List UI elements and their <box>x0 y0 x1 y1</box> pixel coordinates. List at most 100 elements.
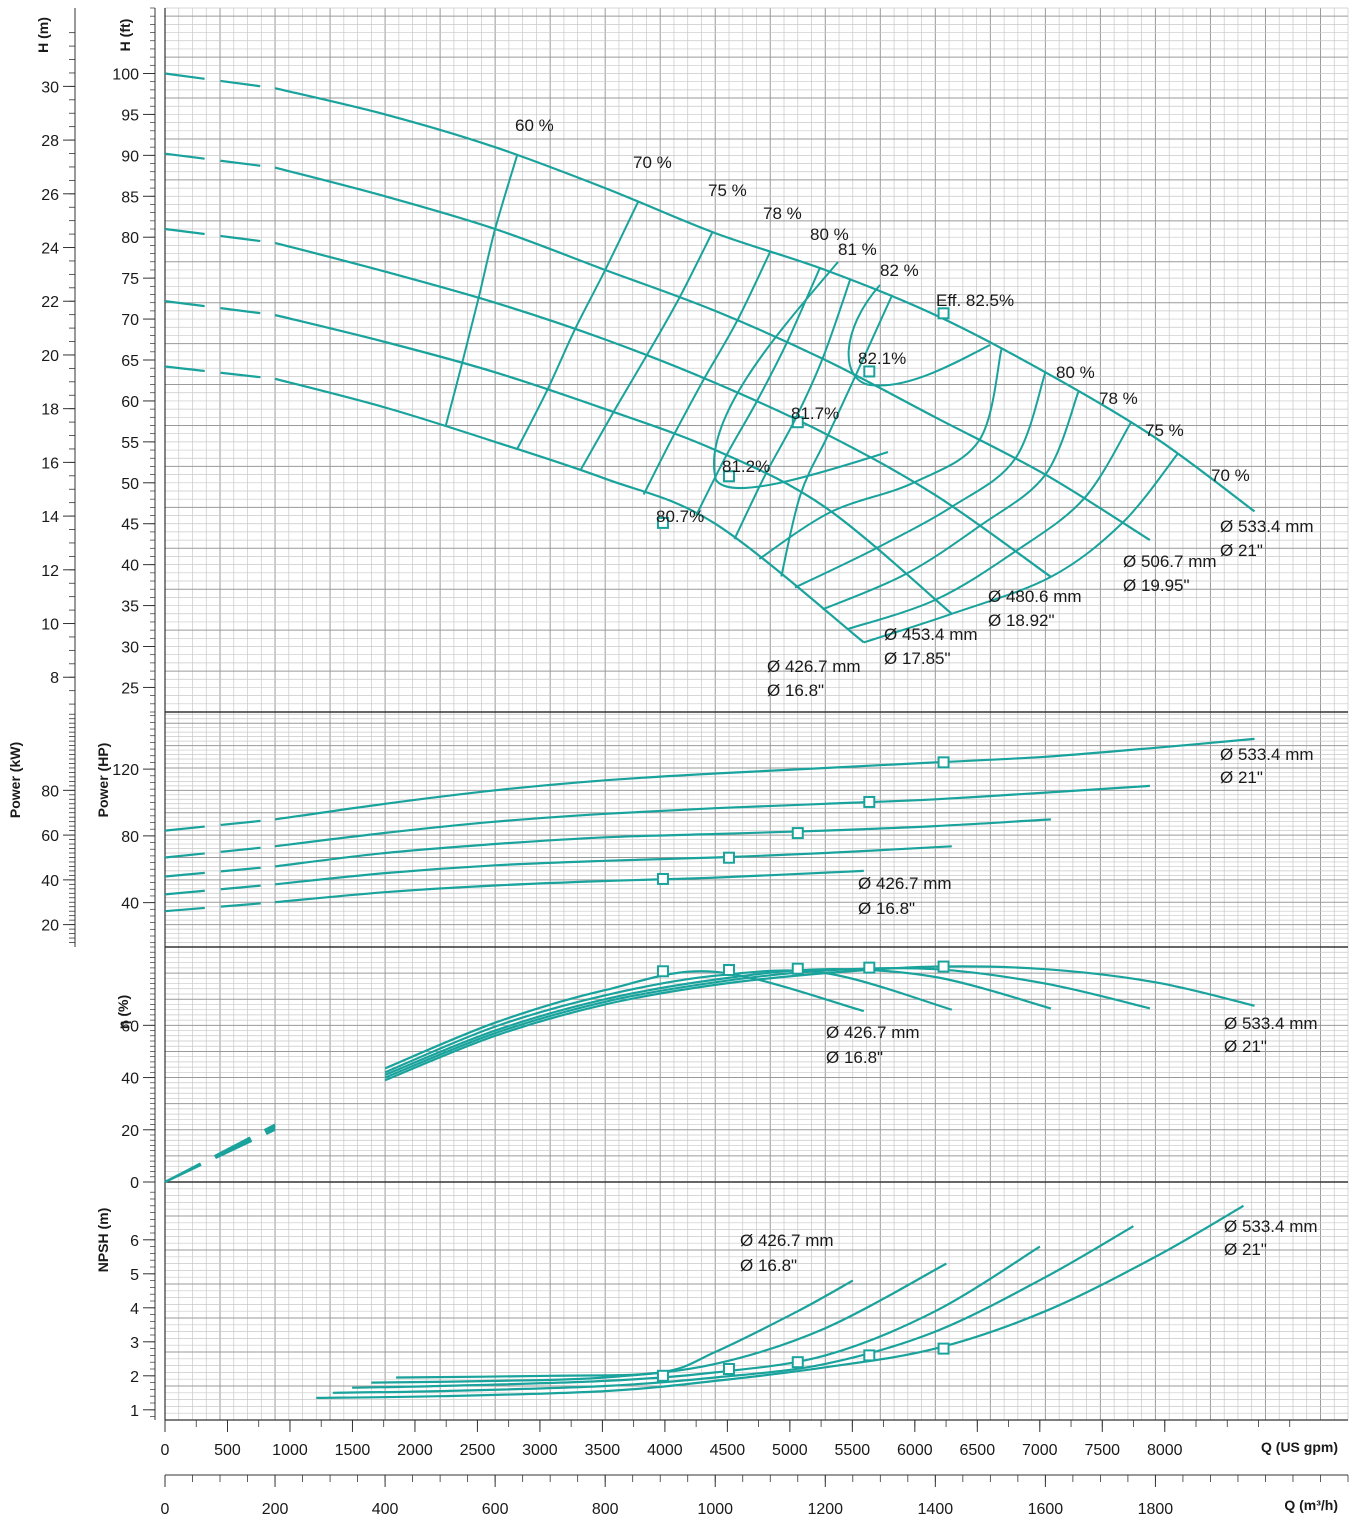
npsh-bep-marker <box>863 1349 876 1362</box>
iso-efficiency-line <box>695 267 821 517</box>
head-curve-506-7-mm-dashed <box>164 152 276 169</box>
head-ft-tick-label: 65 <box>121 353 139 370</box>
x-m3h-tick-label: 1800 <box>1138 1501 1174 1518</box>
x-gpm-tick-label: 1500 <box>335 1442 371 1459</box>
iso-efficiency-line <box>579 231 714 471</box>
eff-bep-marker <box>937 960 950 973</box>
head-diameter-label: Ø 18.92" <box>988 611 1055 630</box>
x-m3h-tick-label: 0 <box>161 1501 170 1518</box>
npsh-tick-label: 4 <box>130 1301 139 1318</box>
head-ft-tick-label: 85 <box>121 189 139 206</box>
npsh-tick-label: 2 <box>130 1369 139 1386</box>
power-curve-480-6-mm-dashed <box>164 865 276 878</box>
head-m-tick-label: 20 <box>41 348 59 365</box>
x-m3h-tick-label: 1400 <box>918 1501 954 1518</box>
power-hp-tick-label: 40 <box>121 896 139 913</box>
npsh-tick-label: 6 <box>130 1233 139 1250</box>
eff-curve-506-7-mm <box>384 966 1151 1079</box>
x-m3h-tick-label: 1600 <box>1028 1501 1064 1518</box>
iso-efficiency-line-right <box>846 422 1132 631</box>
head-m-tick-label: 30 <box>41 79 59 96</box>
npsh-bep-marker <box>937 1342 950 1355</box>
power-kw-tick-label: 60 <box>41 828 59 845</box>
labels: 60 %70 %75 %78 %80 %81 %82 %Eff. 82.5%80… <box>515 116 1318 1275</box>
npsh-diameter-label: Ø 21" <box>1224 1240 1267 1259</box>
x-gpm-tick-label: 6000 <box>897 1442 933 1459</box>
bep-label: 82.1% <box>858 349 906 368</box>
x-m3h-tick-label: 400 <box>372 1501 399 1518</box>
power-hp-tick-label: 80 <box>121 829 139 846</box>
power-bep-marker <box>863 795 876 808</box>
x-gpm-tick-label: 7000 <box>1022 1442 1058 1459</box>
x-gpm-tick-label: 3000 <box>522 1442 558 1459</box>
efficiency-label: 70 % <box>633 153 672 172</box>
head-diameter-label: Ø 19.95" <box>1123 576 1190 595</box>
head-curve-453-4-mm-dashed <box>164 300 276 317</box>
x-gpm-tick-label: 8000 <box>1147 1442 1183 1459</box>
eff-diameter-label: Ø 533.4 mm <box>1224 1014 1318 1033</box>
eff-curve-480-6-mm <box>384 968 1052 1076</box>
power-bep-marker <box>937 756 950 769</box>
head-curve-533-4-mm-dashed <box>164 72 276 90</box>
head-ft-tick-label: 30 <box>121 640 139 657</box>
power-kw-tick-label: 20 <box>41 918 59 935</box>
head-curve-480-6-mm-dashed <box>164 227 276 244</box>
x-gpm-tick-label: 2000 <box>397 1442 433 1459</box>
x-m3h-tick-label: 1200 <box>807 1501 843 1518</box>
efficiency-label: 80 % <box>1056 363 1095 382</box>
x-gpm-tick-label: 5500 <box>835 1442 871 1459</box>
power-curve-453-4-mm-dashed <box>164 883 276 896</box>
bep-label: 80.7% <box>656 507 704 526</box>
power-diameter-label: Ø 533.4 mm <box>1220 745 1314 764</box>
head-ft-tick-label: 95 <box>121 107 139 124</box>
x-gpm-tick-label: 0 <box>161 1442 170 1459</box>
x-gpm-tick-label: 5000 <box>772 1442 808 1459</box>
power-diameter-label: Ø 426.7 mm <box>858 874 952 893</box>
head-m-tick-label: 10 <box>41 617 59 634</box>
x-gpm-tick-label: 4000 <box>647 1442 683 1459</box>
head-bep-marker <box>722 470 735 483</box>
iso-efficiency-line-right <box>794 371 1047 589</box>
head-diameter-label: Ø 453.4 mm <box>884 625 978 644</box>
grid <box>164 7 1349 1421</box>
power-curve-533-4-mm-dashed <box>164 818 276 832</box>
eff-axis-title: η (%) <box>115 995 131 1029</box>
head-m-axis-title: H (m) <box>35 17 51 53</box>
npsh-diameter-label: Ø 426.7 mm <box>740 1231 834 1250</box>
x-gpm-tick-label: 2500 <box>460 1442 496 1459</box>
eff-diameter-label: Ø 426.7 mm <box>826 1023 920 1042</box>
power-hp-axis-title: Power (HP) <box>95 743 111 818</box>
head-diameter-label: Ø 480.6 mm <box>988 587 1082 606</box>
npsh-curve-480-6-mm <box>352 1245 1041 1389</box>
eff-curve-426-7-mm-dashed <box>164 1123 276 1183</box>
efficiency-label: 82 % <box>880 261 919 280</box>
axes: 8101214161820222426283025303540455055606… <box>7 7 1349 1518</box>
head-m-tick-label: 12 <box>41 563 59 580</box>
power-bep-marker <box>791 827 804 840</box>
power-curve-506-7-mm <box>274 784 1150 848</box>
eff-bep-marker <box>722 963 735 976</box>
efficiency-label: Eff. 82.5% <box>936 291 1014 310</box>
power-curve-480-6-mm <box>274 818 1051 868</box>
efficiency-label: 75 % <box>708 181 747 200</box>
npsh-curve-506-7-mm <box>332 1225 1134 1394</box>
npsh-curve-533-4-mm <box>316 1204 1245 1399</box>
efficiency-label: 70 % <box>1211 466 1250 485</box>
head-ft-tick-label: 45 <box>121 517 139 534</box>
eff-tick-label: 60 <box>121 1018 139 1035</box>
npsh-bep-marker <box>722 1363 735 1375</box>
x-gpm-tick-label: 4500 <box>710 1442 746 1459</box>
eff-diameter-label: Ø 16.8" <box>826 1048 883 1067</box>
power-curve-453-4-mm <box>274 845 952 886</box>
head-m-tick-label: 24 <box>41 241 59 258</box>
head-diameter-label: Ø 16.8" <box>767 681 824 700</box>
head-m-tick-label: 18 <box>41 402 59 419</box>
head-diameter-label: Ø 21" <box>1220 541 1263 560</box>
head-diameter-label: Ø 426.7 mm <box>767 657 861 676</box>
power-kw-tick-label: 80 <box>41 783 59 800</box>
head-ft-tick-label: 80 <box>121 230 139 247</box>
head-ft-tick-label: 50 <box>121 476 139 493</box>
eff-tick-label: 20 <box>121 1123 139 1140</box>
power-kw-axis-title: Power (kW) <box>7 742 23 818</box>
power-curve-426-7-mm <box>274 869 864 904</box>
